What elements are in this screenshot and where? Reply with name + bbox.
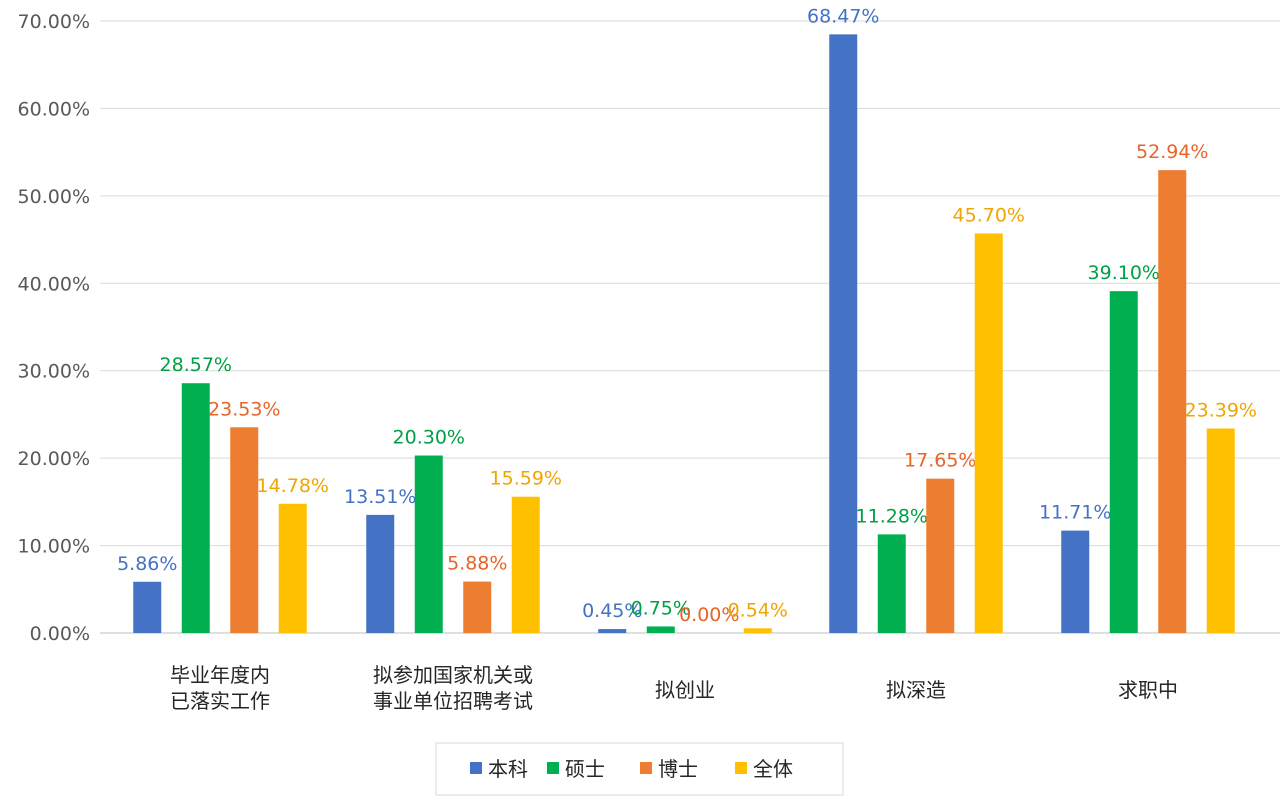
bar bbox=[181, 383, 210, 633]
bar bbox=[646, 626, 675, 633]
legend-label: 全体 bbox=[753, 757, 793, 781]
bar bbox=[278, 503, 307, 633]
bar bbox=[1061, 530, 1090, 633]
bar bbox=[511, 496, 540, 633]
bar bbox=[926, 478, 955, 633]
data-label: 39.10% bbox=[1088, 262, 1160, 284]
data-label: 20.30% bbox=[393, 427, 465, 449]
legend-box bbox=[435, 742, 844, 796]
bar bbox=[133, 581, 162, 633]
legend-label: 硕士 bbox=[565, 757, 605, 781]
y-tick-label: 30.00% bbox=[18, 361, 90, 383]
bar bbox=[829, 34, 858, 633]
data-label: 23.39% bbox=[1185, 400, 1257, 422]
y-tick-label: 40.00% bbox=[18, 273, 90, 295]
data-label: 17.65% bbox=[904, 450, 976, 472]
bar bbox=[1158, 170, 1187, 633]
legend-label: 博士 bbox=[658, 757, 698, 781]
x-tick-label: 拟创业 bbox=[655, 678, 715, 702]
bar bbox=[463, 581, 492, 633]
legend-swatch bbox=[547, 762, 559, 774]
y-tick-label: 0.00% bbox=[30, 623, 90, 645]
x-tick-label: 拟参加国家机关或事业单位招聘考试 bbox=[373, 663, 533, 713]
legend-label: 本科 bbox=[488, 757, 528, 781]
bar bbox=[598, 629, 627, 633]
bar bbox=[230, 427, 259, 633]
data-label: 5.88% bbox=[447, 553, 507, 575]
x-tick-label: 毕业年度内已落实工作 bbox=[170, 663, 270, 713]
legend-swatch bbox=[735, 762, 747, 774]
bar bbox=[1109, 291, 1138, 633]
data-label: 68.47% bbox=[807, 5, 879, 27]
x-tick-label: 拟深造 bbox=[886, 678, 946, 702]
bar bbox=[974, 233, 1003, 634]
data-label: 23.53% bbox=[208, 398, 280, 420]
legend-swatch bbox=[640, 762, 652, 774]
data-label: 28.57% bbox=[160, 354, 232, 376]
bar bbox=[743, 628, 772, 633]
data-label: 0.00% bbox=[679, 604, 739, 626]
data-label: 11.71% bbox=[1039, 502, 1111, 524]
data-label: 11.28% bbox=[856, 505, 928, 527]
legend-swatch bbox=[470, 762, 482, 774]
data-label: 52.94% bbox=[1136, 141, 1208, 163]
data-label: 14.78% bbox=[257, 475, 329, 497]
data-label: 0.54% bbox=[728, 599, 788, 621]
data-label: 0.75% bbox=[631, 597, 691, 619]
y-tick-label: 70.00% bbox=[18, 11, 90, 33]
y-tick-label: 10.00% bbox=[18, 536, 90, 558]
bar bbox=[414, 455, 443, 633]
bar bbox=[1206, 428, 1235, 633]
data-label: 5.86% bbox=[117, 553, 177, 575]
data-label: 0.45% bbox=[582, 600, 642, 622]
x-tick-label: 求职中 bbox=[1118, 678, 1178, 702]
y-tick-label: 20.00% bbox=[18, 448, 90, 470]
bar bbox=[366, 514, 395, 633]
data-label: 13.51% bbox=[344, 486, 416, 508]
data-label: 15.59% bbox=[490, 468, 562, 490]
data-label: 45.70% bbox=[953, 204, 1025, 226]
y-tick-label: 60.00% bbox=[18, 98, 90, 120]
bar bbox=[877, 534, 906, 633]
y-tick-label: 50.00% bbox=[18, 186, 90, 208]
